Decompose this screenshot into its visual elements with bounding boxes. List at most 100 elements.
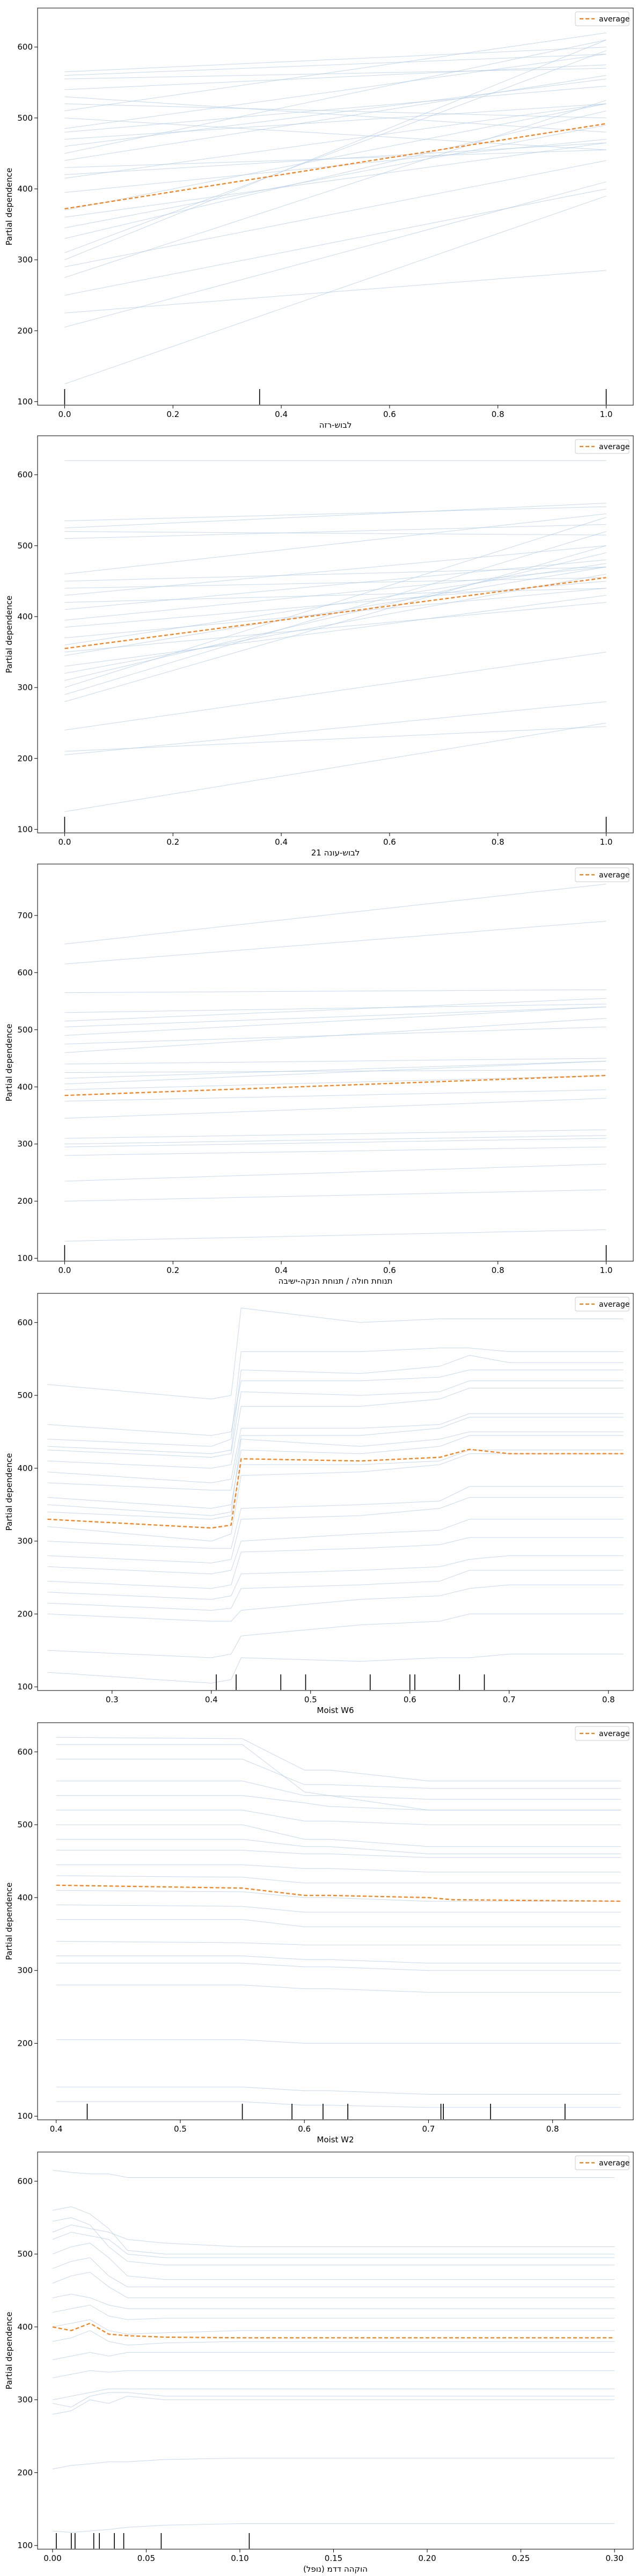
y-tick-label: 400 — [17, 184, 33, 194]
y-tick-label: 500 — [17, 113, 33, 123]
plot-frame — [37, 2151, 634, 2550]
legend-box — [575, 11, 630, 26]
y-tick-label: 500 — [17, 1391, 33, 1400]
ice-line — [56, 1890, 621, 1902]
ice-line — [64, 160, 606, 267]
y-tick-label: 500 — [17, 541, 33, 551]
y-tick-label: 100 — [17, 2541, 33, 2550]
y-tick-label: 400 — [17, 2322, 33, 2332]
ice-line — [64, 85, 606, 133]
y-tick-label: 600 — [17, 968, 33, 977]
y-tick-label: 300 — [17, 1139, 33, 1149]
ice-line — [64, 506, 606, 522]
x-tick-label: 0.4 — [275, 1265, 288, 1275]
ice-line — [64, 103, 606, 179]
ice-line — [64, 54, 606, 76]
y-tick-label: 400 — [17, 1893, 33, 1902]
legend: average — [575, 867, 630, 882]
ice-line — [56, 1985, 621, 1993]
ice-line — [56, 1737, 621, 1782]
ice-line — [47, 1613, 624, 1658]
ice-line — [64, 545, 606, 596]
x-tick-label: 0.6 — [383, 409, 396, 419]
ice-line — [64, 577, 606, 589]
y-tick-label: 300 — [17, 1536, 33, 1546]
ice-line — [56, 1919, 621, 1927]
ice-line — [64, 1189, 606, 1202]
ice-line — [64, 701, 606, 756]
x-tick-label: 1.0 — [600, 1265, 613, 1275]
y-tick-label: 200 — [17, 1609, 33, 1619]
x-tick-label: 0.25 — [512, 2553, 530, 2563]
x-tick-label: 0.00 — [43, 2553, 61, 2563]
x-tick-label: 0.7 — [503, 1695, 516, 1704]
x-axis-label: 21 לבוש-עונה — [311, 848, 360, 858]
x-tick-label: 0.0 — [58, 837, 71, 847]
ice-line — [56, 1850, 621, 1858]
ice-line — [64, 96, 606, 133]
ice-line — [64, 722, 606, 812]
x-tick-label: 0.0 — [58, 409, 71, 419]
ice-line — [47, 1555, 624, 1600]
ice-line — [56, 1941, 621, 1945]
average-line — [56, 1884, 621, 1902]
x-tick-label: 0.6 — [383, 837, 396, 847]
ice-line — [64, 602, 606, 653]
ice-line — [47, 1388, 624, 1469]
y-tick-label: 200 — [17, 2468, 33, 2477]
x-axis-label: לבוש-רזה — [319, 420, 352, 430]
ice-line — [64, 47, 606, 72]
ice-line — [64, 1135, 606, 1145]
y-axis-label: Partial dependence — [4, 1024, 14, 1102]
legend: average — [575, 1297, 630, 1312]
ice-line — [64, 1098, 606, 1119]
x-tick-label: 0.6 — [404, 1695, 416, 1704]
ice-line — [52, 2294, 615, 2309]
y-tick-label: 200 — [17, 753, 33, 763]
ice-line — [47, 1453, 624, 1542]
ice-line — [56, 2087, 621, 2095]
x-tick-label: 0.4 — [205, 1695, 218, 1704]
ice-line — [64, 595, 606, 667]
y-axis-label: Partial dependence — [4, 168, 14, 246]
ice-line — [64, 1060, 606, 1085]
ice-line — [56, 1781, 621, 1800]
y-axis-label: Partial dependence — [4, 1453, 14, 1531]
plot-frame — [37, 1293, 634, 1691]
ice-line — [64, 1058, 606, 1065]
ice-line — [64, 1089, 606, 1102]
ice-line — [47, 1435, 624, 1509]
chart-panel-3: 0.0 0.2 0.4 0.6 0.8 1.0 100 200 300 400 500 600 700 ת… — [4, 863, 634, 1286]
x-tick-label: 0.5 — [304, 1695, 317, 1704]
ice-line — [47, 1380, 624, 1458]
ice-line — [56, 1904, 621, 1913]
x-tick-label: 0.30 — [605, 2553, 623, 2563]
ice-line — [64, 1129, 606, 1139]
y-tick-label: 600 — [17, 1318, 33, 1327]
ice-line — [64, 588, 606, 603]
ice-line — [52, 2217, 615, 2265]
chart-panel-2: 0.0 0.2 0.4 0.6 0.8 1.0 100 200 300 400 500 600 21 ל… — [4, 435, 634, 858]
x-axis-label: (נופל) הוקהה דדמ — [303, 2564, 368, 2574]
ice-line — [47, 1537, 624, 1589]
y-axis-label: Partial dependence — [4, 1883, 14, 1960]
ice-line — [64, 989, 606, 993]
y-tick-label: 500 — [17, 1820, 33, 1829]
ice-line — [52, 2392, 615, 2407]
ice-line — [64, 103, 606, 140]
ice-line — [56, 1824, 621, 1847]
x-tick-label: 0.0 — [58, 1265, 71, 1275]
y-tick-label: 300 — [17, 2395, 33, 2405]
ice-line — [56, 2039, 621, 2044]
ice-line — [52, 2457, 615, 2470]
ice-line — [56, 1795, 621, 1811]
ice-line — [64, 78, 606, 147]
chart-panel-4: 0.3 0.4 0.5 0.6 0.7 0.8 100 200 300 400 500 600 Mois… — [4, 1293, 634, 1715]
ice-line — [64, 64, 606, 90]
ice-line — [52, 2224, 615, 2247]
ice-line — [56, 1759, 621, 1789]
ice-line — [64, 517, 606, 688]
legend-label: average — [599, 2159, 630, 2168]
x-tick-label: 0.20 — [418, 2553, 436, 2563]
